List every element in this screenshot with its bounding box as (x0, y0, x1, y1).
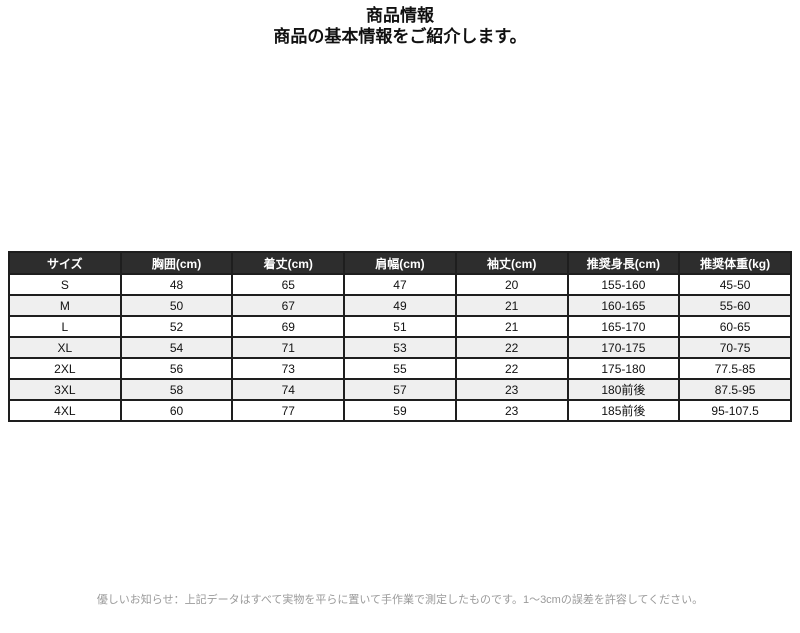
measurement-cell: 57 (343, 378, 457, 401)
size-label-cell: 3XL (8, 378, 122, 401)
measurement-cell: 54 (119, 336, 234, 359)
measurement-cell: 22 (454, 336, 569, 359)
size-table-header-row: サイズ 胸囲(cm) 着丈(cm) 肩幅(cm) 袖丈(cm) 推奨身長(cm) 推奨体重(… (8, 251, 792, 275)
measurement-cell: 59 (343, 399, 457, 422)
measurement-cell: 56 (119, 357, 234, 380)
table-row: XL 54 71 53 22 170-175 70-75 (8, 336, 792, 359)
measurement-cell: 170-175 (566, 336, 681, 359)
size-label-cell: 2XL (8, 357, 122, 380)
page-title: 商品情報 (366, 6, 434, 25)
table-row: S 48 65 47 20 155-160 45-50 (8, 273, 792, 296)
measurement-cell: 53 (343, 336, 457, 359)
measurement-cell: 73 (231, 357, 346, 380)
column-header: 推奨体重(kg) (678, 251, 792, 275)
column-header: 肩幅(cm) (343, 251, 457, 275)
measurement-cell: 21 (454, 315, 569, 338)
size-table: サイズ 胸囲(cm) 着丈(cm) 肩幅(cm) 袖丈(cm) 推奨身長(cm) 推奨体重(… (8, 251, 792, 422)
measurement-cell: 67 (231, 294, 346, 317)
measurement-cell: 180前後 (566, 378, 681, 401)
size-table-header: サイズ 胸囲(cm) 着丈(cm) 肩幅(cm) 袖丈(cm) 推奨身長(cm) 推奨体重(… (8, 251, 792, 275)
measurement-cell: 22 (454, 357, 569, 380)
size-table-body: S 48 65 47 20 155-160 45-50 M 50 67 49 21 160-165 55-… (8, 273, 792, 422)
measurement-cell: 47 (343, 273, 457, 296)
measurement-cell: 87.5-95 (678, 378, 792, 401)
page-subtitle: 商品の基本情報をご紹介します。 (273, 27, 527, 46)
measurement-cell: 60-65 (678, 315, 792, 338)
measurement-cell: 77.5-85 (678, 357, 792, 380)
size-label-cell: M (8, 294, 122, 317)
measurement-tolerance-note: 優しいお知らせ：上記データはすべて実物を平らに置いて手作業で測定したものです。1… (96, 594, 704, 606)
measurement-cell: 45-50 (678, 273, 792, 296)
measurement-cell: 50 (119, 294, 234, 317)
measurement-cell: 21 (454, 294, 569, 317)
measurement-cell: 155-160 (566, 273, 681, 296)
table-row: L 52 69 51 21 165-170 60-65 (8, 315, 792, 338)
column-header: 胸囲(cm) (119, 251, 234, 275)
measurement-cell: 160-165 (566, 294, 681, 317)
measurement-cell: 58 (119, 378, 234, 401)
measurement-cell: 49 (343, 294, 457, 317)
measurement-cell: 185前後 (566, 399, 681, 422)
measurement-cell: 95-107.5 (678, 399, 792, 422)
table-row: 3XL 58 74 57 23 180前後 87.5-95 (8, 378, 792, 401)
measurement-cell: 175-180 (566, 357, 681, 380)
column-header: 推奨身長(cm) (566, 251, 681, 275)
measurement-cell: 20 (454, 273, 569, 296)
size-label-cell: 4XL (8, 399, 122, 422)
measurement-cell: 55-60 (678, 294, 792, 317)
table-row: 4XL 60 77 59 23 185前後 95-107.5 (8, 399, 792, 422)
measurement-cell: 51 (343, 315, 457, 338)
measurement-cell: 52 (119, 315, 234, 338)
size-label-cell: L (8, 315, 122, 338)
size-label-cell: XL (8, 336, 122, 359)
measurement-cell: 165-170 (566, 315, 681, 338)
measurement-cell: 71 (231, 336, 346, 359)
column-header: 袖丈(cm) (454, 251, 569, 275)
page-header: 商品情報 商品の基本情報をご紹介します。 (0, 5, 800, 47)
measurement-cell: 23 (454, 378, 569, 401)
table-row: M 50 67 49 21 160-165 55-60 (8, 294, 792, 317)
measurement-cell: 69 (231, 315, 346, 338)
measurement-cell: 60 (119, 399, 234, 422)
measurement-cell: 70-75 (678, 336, 792, 359)
measurement-cell: 55 (343, 357, 457, 380)
measurement-cell: 65 (231, 273, 346, 296)
measurement-cell: 77 (231, 399, 346, 422)
measurement-cell: 74 (231, 378, 346, 401)
table-row: 2XL 56 73 55 22 175-180 77.5-85 (8, 357, 792, 380)
measurement-cell: 23 (454, 399, 569, 422)
size-label-cell: S (8, 273, 122, 296)
column-header: サイズ (8, 251, 122, 275)
measurement-cell: 48 (119, 273, 234, 296)
column-header: 着丈(cm) (231, 251, 346, 275)
